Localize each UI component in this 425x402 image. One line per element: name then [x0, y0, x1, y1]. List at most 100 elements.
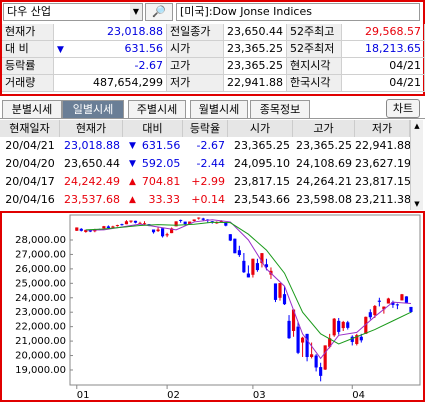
quote-text: -2.67 [134, 59, 163, 72]
quote-text: 487,654,299 [93, 76, 163, 89]
candle-body [183, 221, 187, 225]
quote-value: 23,650.44 [224, 24, 287, 41]
quote-value: ▼ 631.56 [54, 41, 167, 58]
value-cell: 23,543.66 [228, 191, 293, 209]
quote-value: 487,654,299 [54, 75, 167, 92]
y-tick-label: 20,000.00 [15, 351, 66, 362]
column-header: 등락율 [183, 120, 228, 137]
chart: 19,000.00 20,000.00 21,000.00 22,000.00 23,0… [15, 214, 421, 401]
y-tick-label: 25,000.00 [15, 278, 66, 289]
candle-body [75, 227, 79, 231]
quote-text: 631.56 [124, 42, 164, 55]
y-tick-label: 21,000.00 [15, 336, 66, 347]
search-button[interactable]: 🔎 [145, 3, 173, 21]
quote-text: 23,650.44 [227, 25, 283, 38]
candle-body [133, 220, 138, 223]
cell-text: 23,650.44 [64, 157, 120, 170]
value-cell: 23,365.25 [228, 137, 293, 155]
candle-body [170, 228, 174, 234]
candle-body [129, 220, 133, 222]
scrollbar[interactable]: ▲ ▼ [410, 120, 423, 210]
candle-body [359, 336, 363, 341]
candle-body [291, 309, 296, 331]
value-cell: -2.44 [183, 155, 228, 173]
symbol-field: [미국]:Dow Jonse Indices [176, 3, 420, 21]
candle-body [79, 228, 83, 231]
chart-button[interactable]: 차트 [386, 99, 420, 118]
column-header: 대비 [123, 120, 183, 137]
quote-text: 18,213.65 [365, 42, 421, 55]
cell-text: 23,598.08 [296, 193, 352, 206]
tab[interactable]: 종목정보 [250, 100, 310, 118]
value-cell: 23,598.08 [293, 191, 355, 209]
quote-label: 저가 [167, 75, 224, 92]
quote-text: 23,365.25 [227, 42, 283, 55]
cell-text: 20/04/16 [5, 193, 55, 206]
value-cell: 23,211.38 [355, 191, 411, 209]
quote-text: 22,941.88 [227, 76, 283, 89]
candle-body [251, 258, 255, 275]
cell-text: 592.05 [141, 157, 181, 170]
candle-body [273, 283, 278, 300]
value-cell: +2.99 [183, 173, 228, 191]
candle-body [296, 326, 300, 353]
quote-text: 시가 [170, 42, 191, 55]
y-tick-label: 27,000.00 [15, 249, 66, 260]
tab[interactable]: 월별시세 [190, 100, 248, 118]
candle-body [142, 223, 147, 225]
value-cell: 23,537.68 [60, 191, 123, 209]
x-tick-label: 02 [167, 390, 180, 401]
candle-body [174, 221, 178, 227]
tab[interactable]: 주별시세 [128, 100, 186, 118]
candle-body [233, 238, 237, 254]
quote-text: 고가 [170, 59, 191, 72]
search-input[interactable]: 다우 산업 [3, 3, 143, 21]
quote-text: 현지시각 [290, 59, 331, 72]
y-tick-label: 26,000.00 [15, 264, 66, 275]
candle-body [364, 316, 368, 334]
down-icon: ▼ [129, 159, 136, 169]
search-query: 다우 산업 [7, 5, 51, 18]
quote-label: 거래량 [2, 75, 54, 92]
up-icon: ▲ [129, 195, 136, 205]
candle-body [255, 263, 259, 271]
quote-value: 22,941.88 [224, 75, 287, 92]
quote-text: 대 비 [5, 42, 29, 55]
tab[interactable]: 일별시세 [62, 100, 124, 118]
candle-body [106, 226, 110, 229]
y-tick-label: 22,000.00 [15, 322, 66, 333]
candle-body [400, 294, 404, 301]
candle-body [332, 318, 336, 336]
quote-value: 23,365.25 [224, 41, 287, 58]
divider [0, 118, 425, 119]
candle-body [341, 321, 345, 329]
candle-body [188, 221, 192, 225]
quote-label: 고가 [167, 58, 224, 75]
quote-text: 04/21 [389, 59, 421, 72]
date-cell: 20/04/16 [0, 191, 60, 209]
quote-label: 등락률 [2, 58, 54, 75]
candle-body [350, 336, 354, 342]
cell-text: 24,095.10 [234, 157, 290, 170]
candle-body [210, 221, 214, 223]
candle-body [111, 226, 115, 228]
tab[interactable]: 분별시세 [2, 100, 62, 118]
candle-body [84, 229, 88, 232]
y-tick-label: 19,000.00 [15, 365, 66, 376]
quote-value: 29,568.57 [342, 24, 425, 41]
quote-text: 04/21 [389, 76, 421, 89]
candle-body [282, 294, 287, 305]
candle-body [373, 305, 377, 316]
value-cell: 23,018.88 [60, 137, 123, 155]
dropdown-button[interactable]: ▼ [130, 4, 142, 20]
quote-value: 23,365.25 [224, 58, 287, 75]
quote-text: 저가 [170, 76, 191, 89]
quote-text: 52주최고 [290, 25, 335, 38]
value-cell: +0.14 [183, 191, 228, 209]
candle-body [314, 355, 318, 368]
quote-label: 대 비 [2, 41, 54, 58]
candle-body [346, 322, 350, 328]
candle-body [386, 298, 390, 304]
cell-text: +0.14 [191, 193, 225, 206]
